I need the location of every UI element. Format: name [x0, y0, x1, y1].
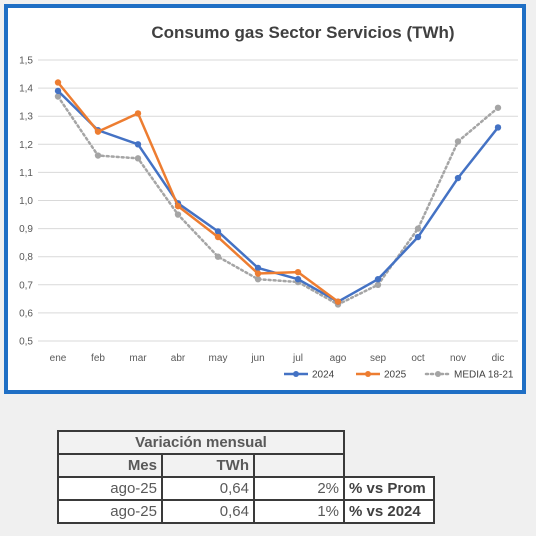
cell-label: % vs 2024: [343, 499, 435, 524]
legend: 2024 2025 MEDIA 18-21: [284, 370, 514, 381]
table-title: Variación mensual: [57, 430, 345, 455]
series-line: [56, 95, 500, 306]
chart-title: Consumo gas Sector Servicios (TWh): [151, 23, 454, 42]
series-lines: [54, 79, 502, 308]
data-point: [54, 93, 62, 100]
x-tick-label: dic: [492, 353, 505, 364]
legend-marker: [293, 371, 299, 377]
data-point: [294, 268, 302, 276]
table-row: ago-25 0,64 1% % vs 2024: [57, 499, 435, 524]
data-point: [334, 298, 342, 305]
legend-item: 2024: [284, 370, 335, 381]
variation-table: Variación mensual Mes TWh ago-25 0,64 2%…: [57, 430, 435, 524]
x-tick-label: sep: [370, 353, 387, 364]
data-point: [134, 141, 142, 148]
table-row: ago-25 0,64 2% % vs Prom: [57, 476, 435, 501]
data-point: [294, 275, 302, 283]
y-tick-label: 0,5: [19, 337, 33, 348]
data-point: [94, 128, 102, 135]
data-point: [54, 87, 62, 95]
data-point: [374, 281, 382, 288]
empty-cell: [344, 454, 434, 477]
y-tick-label: 0,8: [19, 252, 33, 263]
data-point: [214, 233, 222, 241]
gridlines: [38, 59, 518, 342]
x-tick-label: oct: [411, 353, 425, 364]
x-tick-label: jul: [292, 353, 303, 364]
y-tick-label: 1,1: [19, 168, 33, 179]
y-tick-label: 0,6: [19, 308, 33, 319]
legend-label: 2024: [312, 370, 335, 381]
y-tick-label: 1,3: [19, 112, 33, 123]
x-tick-label: feb: [91, 353, 105, 364]
data-point: [414, 225, 422, 232]
line-chart: Consumo gas Sector Servicios (TWh) 0,50,…: [19, 23, 518, 381]
cell-pct: 2%: [253, 476, 345, 501]
data-point: [494, 104, 502, 111]
cell-label: % vs Prom: [343, 476, 435, 501]
x-tick-label: jun: [250, 353, 264, 364]
y-tick-label: 1,0: [19, 196, 33, 207]
data-point: [374, 275, 382, 283]
variation-table-container: Variación mensual Mes TWh ago-25 0,64 2%…: [57, 430, 435, 524]
data-point: [214, 253, 222, 260]
data-point: [414, 233, 422, 241]
data-point: [174, 211, 182, 218]
data-point: [454, 174, 462, 182]
header-twh: TWh: [161, 453, 255, 478]
data-point: [94, 152, 102, 159]
data-point: [254, 275, 262, 283]
y-tick-label: 0,7: [19, 280, 33, 291]
data-point: [254, 264, 262, 272]
y-axis-ticks: 0,5 0,6 0,7 0,8 0,9 1,0 1,1 1,2 1,3 1,4 1,5: [19, 56, 33, 348]
series-2025: [54, 79, 342, 305]
data-point: [134, 155, 142, 162]
data-point: [454, 138, 462, 145]
cell-pct: 1%: [253, 499, 345, 524]
legend-marker: [365, 371, 371, 377]
y-tick-label: 1,4: [19, 84, 33, 95]
legend-marker: [435, 371, 441, 377]
series-line: [57, 81, 339, 303]
y-tick-label: 1,2: [19, 140, 33, 151]
x-tick-label: mar: [129, 353, 147, 364]
x-axis-ticks: ene feb mar abr may jun jul ago sep oct nov dic: [50, 353, 505, 364]
x-tick-label: ago: [330, 353, 347, 364]
legend-item: MEDIA 18-21: [424, 370, 514, 381]
legend-label: 2025: [384, 370, 407, 381]
header-mes: Mes: [57, 453, 163, 478]
cell-mes: ago-25: [57, 476, 163, 501]
data-point: [54, 79, 62, 86]
data-point: [494, 124, 502, 131]
y-tick-label: 0,9: [19, 224, 33, 235]
empty-cell: [344, 431, 434, 454]
data-point: [134, 110, 142, 117]
legend-label: MEDIA 18-21: [454, 370, 514, 381]
x-tick-label: ene: [50, 353, 67, 364]
data-point: [254, 270, 262, 277]
legend-item: 2025: [356, 370, 407, 381]
data-point: [214, 228, 222, 235]
chart-frame: Consumo gas Sector Servicios (TWh) 0,5 0,…: [4, 4, 526, 394]
data-point: [174, 202, 182, 210]
cell-twh: 0,64: [161, 499, 255, 524]
cell-mes: ago-25: [57, 499, 163, 524]
x-tick-label: may: [209, 353, 228, 364]
cell-twh: 0,64: [161, 476, 255, 501]
y-tick-label: 1,5: [19, 56, 33, 67]
x-tick-label: abr: [171, 353, 186, 364]
x-tick-label: nov: [450, 353, 466, 364]
header-blank: [253, 453, 345, 478]
